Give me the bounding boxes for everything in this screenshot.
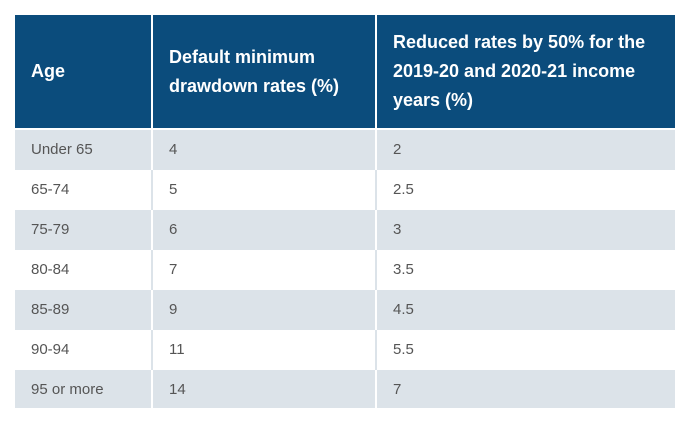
rate-cell: 7 [375,368,675,408]
age-cell: Under 65 [15,128,152,169]
rate-cell: 6 [151,208,376,249]
rate-cell: 14 [151,368,376,408]
age-cell: 80-84 [15,248,152,289]
header-row: Age Default minimum drawdown rates (%) R… [15,15,675,129]
table-header: Age Default minimum drawdown rates (%) R… [15,15,675,129]
rate-cell: 4.5 [375,288,675,329]
age-cell: 65-74 [15,168,152,209]
table-row: 85-89 9 4.5 [15,288,675,329]
rate-cell: 11 [151,328,376,369]
rate-cell: 9 [151,288,376,329]
age-cell: 85-89 [15,288,152,329]
rate-cell: 7 [151,248,376,289]
drawdown-table: Age Default minimum drawdown rates (%) R… [15,15,675,408]
table-row: 80-84 7 3.5 [15,248,675,289]
age-cell: 75-79 [15,208,152,249]
table-row: 65-74 5 2.5 [15,168,675,209]
rate-cell: 3 [375,208,675,249]
rate-cell: 2.5 [375,168,675,209]
table-row: 75-79 6 3 [15,208,675,249]
rate-cell: 3.5 [375,248,675,289]
table-row: 90-94 11 5.5 [15,328,675,369]
rate-cell: 5 [151,168,376,209]
header-cell: Default minimum drawdown rates (%) [151,15,376,129]
age-cell: 90-94 [15,328,152,369]
table-body: Under 65 4 2 65-74 5 2.5 75-79 6 3 80-84 7 3.5 85-89… [15,128,675,408]
header-cell: Age [15,15,152,129]
table-row: Under 65 4 2 [15,128,675,169]
table-row: 95 or more 14 7 [15,368,675,408]
age-cell: 95 or more [15,368,152,408]
header-cell: Reduced rates by 50% for the 2019-20 and… [375,15,675,129]
rate-cell: 5.5 [375,328,675,369]
rate-cell: 2 [375,128,675,169]
rate-cell: 4 [151,128,376,169]
